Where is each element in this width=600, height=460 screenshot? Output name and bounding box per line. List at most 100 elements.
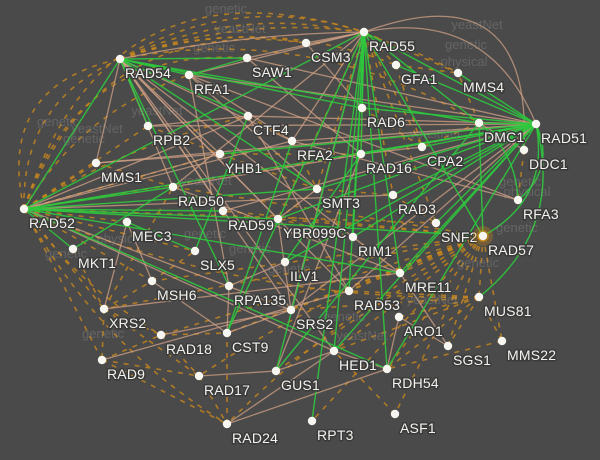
- node-dot-RFA3[interactable]: [513, 195, 523, 205]
- node-SAW1[interactable]: SAW1: [242, 53, 293, 82]
- node-dot-GFA1[interactable]: [391, 60, 401, 70]
- node-dot-RAD52[interactable]: [19, 204, 29, 214]
- node-dot-RAD24[interactable]: [222, 419, 232, 429]
- node-dot-RFA2[interactable]: [287, 136, 297, 146]
- node-XRS2[interactable]: XRS2: [99, 304, 148, 333]
- node-dot-SGS1[interactable]: [443, 341, 453, 351]
- node-CST9[interactable]: CST9: [222, 328, 270, 357]
- node-dot-ARO1[interactable]: [394, 312, 404, 322]
- node-dot-RAD3[interactable]: [388, 190, 398, 200]
- node-ASF1[interactable]: ASF1: [390, 409, 437, 438]
- node-dot-MEC3[interactable]: [122, 217, 132, 227]
- node-ILV1[interactable]: ILV1: [280, 257, 320, 286]
- node-dot-RAD16[interactable]: [356, 149, 366, 159]
- node-HED1[interactable]: HED1: [329, 346, 378, 375]
- node-dot-ASF1[interactable]: [390, 409, 400, 419]
- node-dot-RFA1[interactable]: [184, 70, 194, 80]
- node-MKT1[interactable]: MKT1: [68, 244, 117, 273]
- node-RAD3[interactable]: RAD3: [388, 190, 437, 219]
- node-dot-RAD6[interactable]: [357, 103, 367, 113]
- node-RPA135[interactable]: RPA135: [224, 281, 288, 310]
- node-SRS2[interactable]: SRS2: [286, 305, 335, 334]
- node-RAD55[interactable]: RAD55: [359, 27, 416, 56]
- node-dot-SLX5[interactable]: [190, 246, 200, 256]
- node-dot-SMT3[interactable]: [312, 184, 322, 194]
- node-dot-MSH6[interactable]: [147, 276, 157, 286]
- node-RAD16[interactable]: RAD16: [356, 149, 413, 178]
- node-dot-SRS2[interactable]: [286, 305, 296, 315]
- node-CPA2[interactable]: CPA2: [417, 142, 465, 171]
- node-dot-MMS4[interactable]: [453, 68, 463, 78]
- node-dot-RIM1[interactable]: [348, 232, 358, 242]
- node-RDH54[interactable]: RDH54: [382, 364, 440, 393]
- node-dot-RAD55[interactable]: [359, 27, 369, 37]
- node-dot-HED1[interactable]: [329, 346, 339, 356]
- node-SNF2[interactable]: SNF2: [431, 218, 479, 247]
- node-dot-MUS81[interactable]: [474, 292, 484, 302]
- node-MUS81[interactable]: MUS81: [474, 292, 533, 321]
- node-dot-RAD53[interactable]: [344, 286, 354, 296]
- node-dot-YHB1[interactable]: [215, 149, 225, 159]
- node-dot-RDH54[interactable]: [382, 364, 392, 374]
- node-dot-MRE11[interactable]: [395, 268, 405, 278]
- node-dot-RAD59[interactable]: [218, 206, 228, 216]
- node-RAD53[interactable]: RAD53: [344, 286, 401, 315]
- node-RPB2[interactable]: RPB2: [143, 121, 192, 150]
- node-dot-XRS2[interactable]: [99, 304, 109, 314]
- node-RAD52[interactable]: RAD52: [19, 204, 76, 233]
- node-dot-RAD51[interactable]: [531, 119, 541, 129]
- node-dot-CTF4[interactable]: [243, 111, 253, 121]
- node-MMS1[interactable]: MMS1: [91, 158, 144, 187]
- node-RAD17[interactable]: RAD17: [194, 371, 251, 400]
- node-dot-SNF2[interactable]: [431, 218, 441, 228]
- node-RAD50[interactable]: RAD50: [168, 182, 225, 211]
- node-dot-RAD54[interactable]: [115, 54, 125, 64]
- node-RAD9[interactable]: RAD9: [97, 355, 146, 384]
- node-dot-MMS1[interactable]: [91, 158, 101, 168]
- node-RFA2[interactable]: RFA2: [287, 136, 334, 165]
- node-dot-RAD57[interactable]: [478, 231, 488, 241]
- node-RAD51[interactable]: RAD51: [531, 119, 588, 148]
- node-dot-MKT1[interactable]: [68, 244, 78, 254]
- node-RAD6[interactable]: RAD6: [357, 103, 406, 132]
- node-dot-MMS22[interactable]: [497, 336, 507, 346]
- node-ARO1[interactable]: ARO1: [394, 312, 444, 341]
- node-dot-CSM3[interactable]: [301, 38, 311, 48]
- node-RPT3[interactable]: RPT3: [307, 416, 355, 445]
- node-DMC1[interactable]: DMC1: [474, 118, 526, 147]
- node-RAD59[interactable]: RAD59: [218, 206, 275, 235]
- node-RIM1[interactable]: RIM1: [348, 232, 394, 261]
- node-RFA1[interactable]: RFA1: [184, 70, 231, 99]
- node-RFA3[interactable]: RFA3: [513, 195, 560, 224]
- node-dot-DDC1[interactable]: [519, 145, 529, 155]
- node-dot-RAD9[interactable]: [97, 355, 107, 365]
- node-SMT3[interactable]: SMT3: [312, 184, 361, 213]
- node-RAD57[interactable]: RAD57: [473, 226, 535, 260]
- node-YHB1[interactable]: YHB1: [215, 149, 264, 178]
- node-dot-RAD18[interactable]: [156, 330, 166, 340]
- node-dot-CPA2[interactable]: [417, 142, 427, 152]
- node-RAD54[interactable]: RAD54: [115, 54, 172, 83]
- node-dot-RPT3[interactable]: [307, 416, 317, 426]
- node-GFA1[interactable]: GFA1: [391, 60, 439, 89]
- node-DDC1[interactable]: DDC1: [519, 145, 569, 174]
- node-MEC3[interactable]: MEC3: [122, 217, 173, 246]
- node-dot-YBR099C[interactable]: [273, 214, 283, 224]
- node-MMS4[interactable]: MMS4: [453, 68, 506, 97]
- node-GUS1[interactable]: GUS1: [271, 366, 321, 395]
- node-RAD18[interactable]: RAD18: [156, 330, 213, 359]
- node-dot-GUS1[interactable]: [271, 366, 281, 376]
- node-YBR099C[interactable]: YBR099C: [273, 214, 348, 243]
- node-SLX5[interactable]: SLX5: [190, 246, 236, 275]
- node-CSM3[interactable]: CSM3: [301, 38, 352, 67]
- node-CTF4[interactable]: CTF4: [243, 111, 290, 140]
- node-SGS1[interactable]: SGS1: [443, 341, 492, 370]
- node-MRE11[interactable]: MRE11: [395, 268, 453, 297]
- node-MMS22[interactable]: MMS22: [497, 336, 558, 365]
- node-dot-RAD50[interactable]: [168, 182, 178, 192]
- node-RAD24[interactable]: RAD24: [222, 419, 279, 448]
- node-dot-SAW1[interactable]: [242, 53, 252, 63]
- node-dot-CST9[interactable]: [222, 328, 232, 338]
